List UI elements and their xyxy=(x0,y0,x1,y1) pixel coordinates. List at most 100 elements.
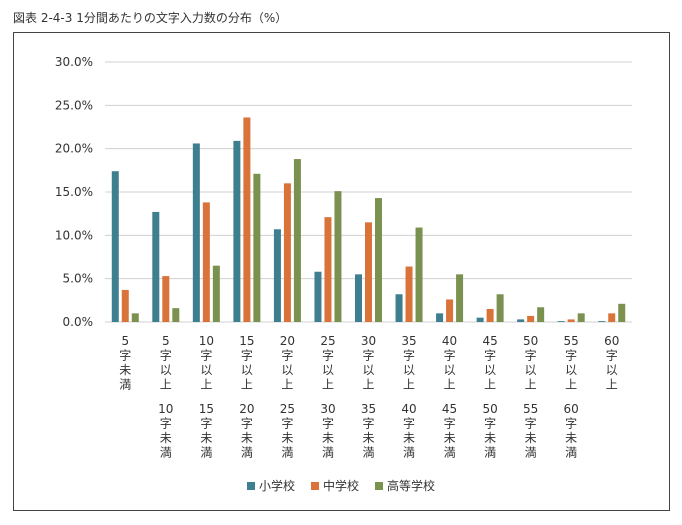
svg-text:字: 字 xyxy=(403,348,415,363)
svg-text:満: 満 xyxy=(119,378,131,392)
bar-小学校 xyxy=(152,211,160,322)
legend-item: 高等学校 xyxy=(375,477,435,494)
svg-text:以: 以 xyxy=(322,363,334,377)
svg-text:満: 満 xyxy=(484,446,496,460)
svg-text:満: 満 xyxy=(403,446,415,460)
bar-中学校 xyxy=(121,289,129,322)
legend-label: 高等学校 xyxy=(387,479,436,493)
svg-text:字: 字 xyxy=(241,416,253,431)
svg-text:未: 未 xyxy=(281,431,293,445)
svg-text:上: 上 xyxy=(281,378,293,392)
chart-title: 図表 2-4-3 1分間あたりの文字入力数の分布（%） xyxy=(13,11,288,25)
bar-小学校 xyxy=(598,321,606,322)
svg-text:満: 満 xyxy=(160,446,172,460)
svg-text:満: 満 xyxy=(281,446,293,460)
svg-text:20: 20 xyxy=(239,402,254,416)
svg-text:45: 45 xyxy=(482,334,497,348)
svg-text:以: 以 xyxy=(484,363,496,377)
bar-小学校 xyxy=(192,143,200,322)
svg-text:未: 未 xyxy=(200,431,212,445)
bar-中学校 xyxy=(243,117,251,322)
legend: 小学校 中学校 高等学校 xyxy=(0,477,682,494)
svg-text:以: 以 xyxy=(444,363,456,377)
svg-text:50: 50 xyxy=(482,402,497,416)
svg-text:25: 25 xyxy=(280,402,295,416)
svg-text:上: 上 xyxy=(525,378,537,392)
svg-text:55: 55 xyxy=(564,334,579,348)
bar-中学校 xyxy=(202,202,210,322)
svg-text:60: 60 xyxy=(564,402,579,416)
svg-text:字: 字 xyxy=(403,416,415,431)
svg-text:以: 以 xyxy=(241,363,253,377)
bar-中学校 xyxy=(567,319,575,322)
svg-text:以: 以 xyxy=(565,363,577,377)
bar-高等学校 xyxy=(415,227,423,322)
y-tick-label: 0.0% xyxy=(63,315,94,329)
svg-text:上: 上 xyxy=(362,378,374,392)
svg-text:上: 上 xyxy=(606,378,618,392)
svg-text:35: 35 xyxy=(401,334,416,348)
svg-text:25: 25 xyxy=(320,334,335,348)
y-tick-label: 20.0% xyxy=(55,142,93,156)
svg-text:字: 字 xyxy=(484,348,496,363)
bar-高等学校 xyxy=(293,159,301,322)
bar-中学校 xyxy=(405,266,413,322)
svg-text:字: 字 xyxy=(241,348,253,363)
legend-label: 小学校 xyxy=(258,479,295,493)
svg-text:未: 未 xyxy=(565,431,577,445)
bar-高等学校 xyxy=(577,313,585,322)
bar-中学校 xyxy=(486,309,494,322)
svg-text:字: 字 xyxy=(200,416,212,431)
svg-text:40: 40 xyxy=(442,334,457,348)
svg-text:字: 字 xyxy=(119,348,131,363)
y-tick-label: 5.0% xyxy=(63,272,94,286)
svg-text:60: 60 xyxy=(604,334,619,348)
svg-text:字: 字 xyxy=(565,416,577,431)
svg-text:上: 上 xyxy=(484,378,496,392)
legend-item: 中学校 xyxy=(310,477,359,494)
svg-text:満: 満 xyxy=(322,446,334,460)
svg-text:未: 未 xyxy=(241,431,253,445)
bar-中学校 xyxy=(324,217,332,322)
svg-text:未: 未 xyxy=(444,431,456,445)
bar-小学校 xyxy=(436,313,444,322)
svg-text:15: 15 xyxy=(199,402,214,416)
bar-中学校 xyxy=(162,276,170,322)
svg-text:55: 55 xyxy=(523,402,538,416)
y-tick-label: 10.0% xyxy=(55,228,93,242)
bar-高等学校 xyxy=(172,308,180,322)
svg-text:字: 字 xyxy=(322,416,334,431)
svg-text:10: 10 xyxy=(158,402,173,416)
bar-高等学校 xyxy=(334,191,342,322)
svg-text:字: 字 xyxy=(565,348,577,363)
y-tick-label: 15.0% xyxy=(55,185,93,199)
svg-text:以: 以 xyxy=(362,363,374,377)
svg-text:満: 満 xyxy=(362,446,374,460)
svg-text:15: 15 xyxy=(239,334,254,348)
svg-text:上: 上 xyxy=(241,378,253,392)
bar-小学校 xyxy=(355,274,362,322)
svg-text:字: 字 xyxy=(281,348,293,363)
bar-小学校 xyxy=(395,294,403,322)
svg-text:以: 以 xyxy=(200,363,212,377)
svg-text:満: 満 xyxy=(200,446,212,460)
bar-中学校 xyxy=(527,315,535,322)
svg-text:上: 上 xyxy=(322,378,334,392)
svg-text:未: 未 xyxy=(403,431,415,445)
svg-text:字: 字 xyxy=(606,348,618,363)
bar-小学校 xyxy=(314,271,322,322)
svg-text:未: 未 xyxy=(362,431,374,445)
bar-高等学校 xyxy=(537,307,545,322)
svg-text:以: 以 xyxy=(281,363,293,377)
svg-text:以: 以 xyxy=(403,363,415,377)
